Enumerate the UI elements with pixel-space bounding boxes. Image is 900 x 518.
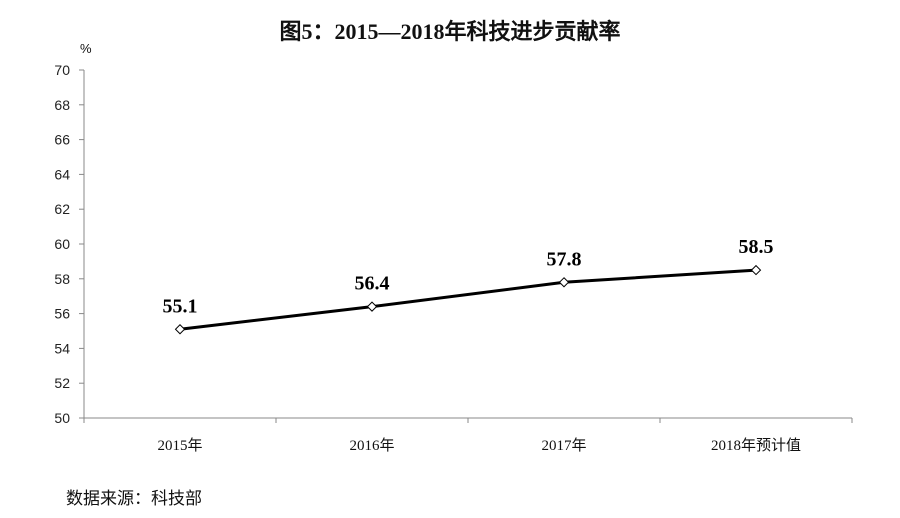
x-tick-label: 2017年 <box>541 437 586 454</box>
y-tick-label: 62 <box>54 201 70 217</box>
chart-title: 图5：2015—2018年科技进步贡献率 <box>279 19 621 44</box>
y-tick-label: 58 <box>54 271 70 287</box>
data-label: 57.8 <box>547 248 582 270</box>
y-tick-label: 54 <box>54 340 70 356</box>
data-source: 数据来源：科技部 <box>66 489 202 509</box>
data-label: 58.5 <box>739 236 774 258</box>
y-tick-label: 66 <box>54 132 70 148</box>
y-axis-unit: % <box>80 41 92 56</box>
data-label: 55.1 <box>163 295 198 317</box>
data-point-marker <box>750 264 762 276</box>
y-tick-label: 52 <box>54 375 70 391</box>
y-tick-label: 56 <box>54 306 70 322</box>
data-point-marker <box>366 301 378 312</box>
y-tick-label: 50 <box>54 410 70 426</box>
x-tick-label: 2015年 <box>157 437 202 454</box>
data-label: 56.4 <box>355 273 390 295</box>
data-point-marker <box>174 324 186 335</box>
y-tick-label: 70 <box>54 62 70 78</box>
y-tick-label: 64 <box>54 166 70 182</box>
data-point-marker <box>558 277 570 288</box>
x-tick-label: 2018年预计值 <box>711 437 801 454</box>
data-line <box>179 268 757 331</box>
x-tick-label: 2016年 <box>349 437 394 454</box>
y-tick-label: 60 <box>54 236 70 252</box>
y-tick-label: 68 <box>54 97 70 113</box>
